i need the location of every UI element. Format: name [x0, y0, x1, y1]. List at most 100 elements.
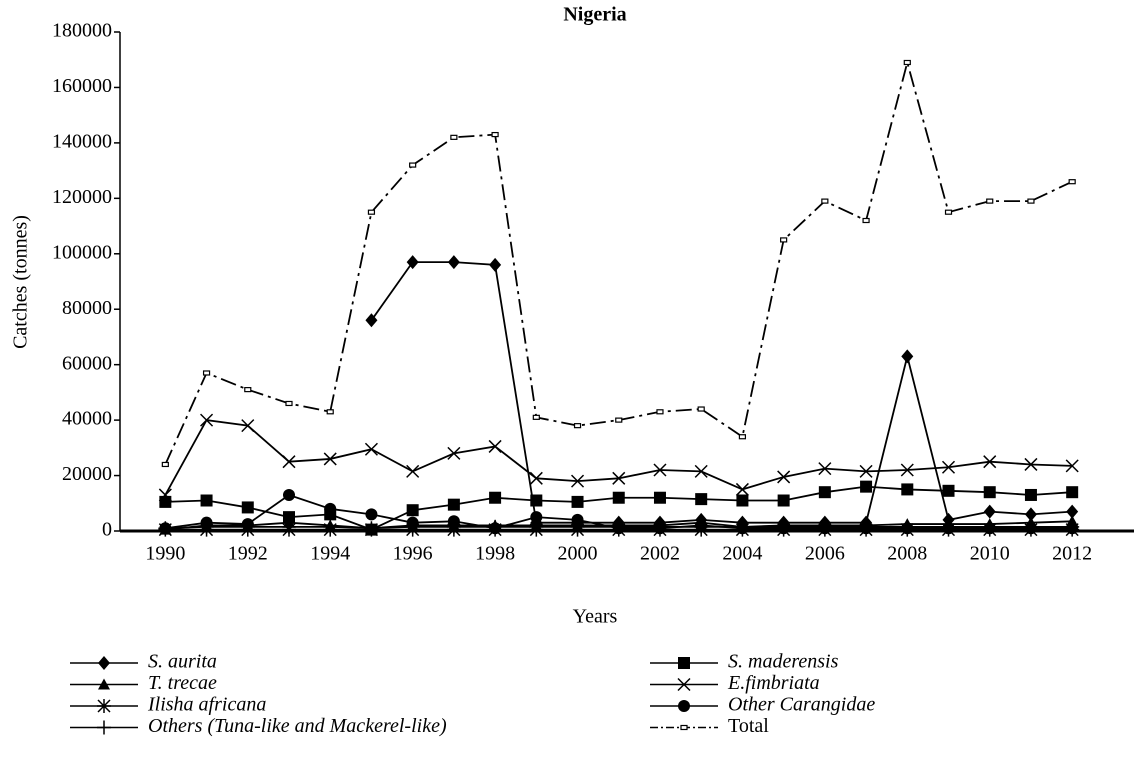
marker — [777, 494, 790, 507]
marker — [680, 724, 688, 731]
marker — [1027, 198, 1035, 204]
x-tick-label: 1992 — [228, 543, 268, 565]
marker — [529, 471, 543, 485]
marker — [983, 455, 997, 469]
x-tick-label: 2000 — [558, 543, 598, 565]
x-tick-label: 2006 — [805, 543, 845, 565]
marker — [161, 461, 169, 468]
marker — [406, 504, 419, 517]
marker — [447, 446, 461, 460]
legend-label: Other Carangidae — [728, 694, 875, 716]
marker — [530, 494, 543, 507]
marker — [678, 700, 690, 712]
marker — [323, 452, 337, 466]
y-axis-label: Catches (tonnes) — [10, 215, 32, 349]
marker — [244, 387, 252, 393]
marker — [450, 134, 458, 140]
marker — [697, 406, 705, 412]
marker — [653, 491, 666, 504]
x-tick-label: 1990 — [145, 543, 185, 565]
marker — [532, 414, 540, 420]
marker — [489, 257, 502, 272]
x-tick-label: 1998 — [475, 543, 515, 565]
marker — [736, 494, 749, 507]
x-tick-label: 2004 — [722, 543, 762, 565]
marker — [447, 498, 460, 511]
marker — [447, 255, 460, 270]
x-tick-label: 1994 — [310, 543, 350, 565]
marker — [656, 409, 664, 415]
y-tick-label: 160000 — [52, 75, 112, 97]
x-tick-label: 1996 — [393, 543, 433, 565]
marker — [489, 491, 502, 504]
marker — [283, 488, 295, 501]
y-tick-label: 80000 — [62, 297, 112, 319]
marker — [364, 442, 378, 456]
y-tick-label: 0 — [102, 519, 112, 541]
marker — [1024, 457, 1038, 471]
marker — [780, 237, 788, 243]
marker — [983, 504, 996, 519]
marker — [821, 198, 829, 204]
marker — [573, 423, 582, 429]
legend-label: T. trecae — [148, 672, 217, 694]
legend-label: E.fimbriata — [727, 672, 820, 694]
marker — [942, 484, 955, 497]
y-tick-label: 60000 — [62, 352, 112, 374]
marker — [900, 463, 914, 477]
marker — [202, 370, 211, 376]
legend-label: Others (Tuna-like and Mackerel-like) — [148, 715, 447, 737]
marker — [941, 460, 956, 474]
marker — [738, 434, 747, 440]
marker — [159, 495, 172, 508]
marker — [612, 471, 626, 485]
marker — [200, 413, 214, 427]
marker — [695, 493, 708, 506]
y-tick-label: 100000 — [52, 241, 112, 263]
marker — [97, 720, 111, 735]
marker — [326, 409, 334, 415]
marker — [862, 217, 870, 224]
x-tick-label: 2010 — [970, 543, 1010, 565]
marker — [860, 480, 873, 493]
x-tick-label: 2008 — [887, 543, 927, 565]
marker — [1066, 504, 1079, 519]
series-line — [164, 59, 1073, 465]
y-tick-label: 20000 — [62, 463, 112, 485]
y-tick-label: 180000 — [52, 20, 112, 42]
marker — [901, 349, 914, 364]
y-tick-label: 40000 — [62, 408, 112, 430]
marker — [1024, 507, 1037, 522]
series-line — [370, 261, 1073, 524]
marker — [158, 488, 172, 502]
marker — [1065, 459, 1079, 473]
marker — [285, 400, 293, 407]
x-tick-label: 2002 — [640, 543, 680, 565]
y-tick-label: 140000 — [52, 130, 112, 152]
y-tick-label: 120000 — [52, 186, 112, 208]
marker — [1066, 486, 1079, 499]
legend-label: Total — [728, 715, 769, 737]
legend-label: S. maderensis — [728, 651, 839, 673]
legend-label: S. aurita — [148, 651, 217, 673]
marker — [694, 464, 708, 478]
series-line — [164, 419, 1073, 496]
marker — [364, 521, 379, 536]
marker — [612, 491, 625, 504]
x-tick-label: 2012 — [1052, 543, 1092, 565]
x-axis-label: Years — [573, 606, 618, 628]
marker — [615, 417, 623, 423]
legend-label: Ilisha africana — [147, 694, 266, 716]
marker — [901, 483, 914, 496]
marker — [367, 209, 376, 215]
marker — [571, 495, 584, 508]
marker — [735, 482, 749, 496]
marker — [365, 508, 378, 521]
marker — [406, 464, 420, 478]
marker — [491, 131, 499, 138]
marker — [241, 419, 255, 433]
marker — [986, 198, 994, 204]
marker — [409, 162, 417, 168]
marker — [678, 657, 690, 669]
